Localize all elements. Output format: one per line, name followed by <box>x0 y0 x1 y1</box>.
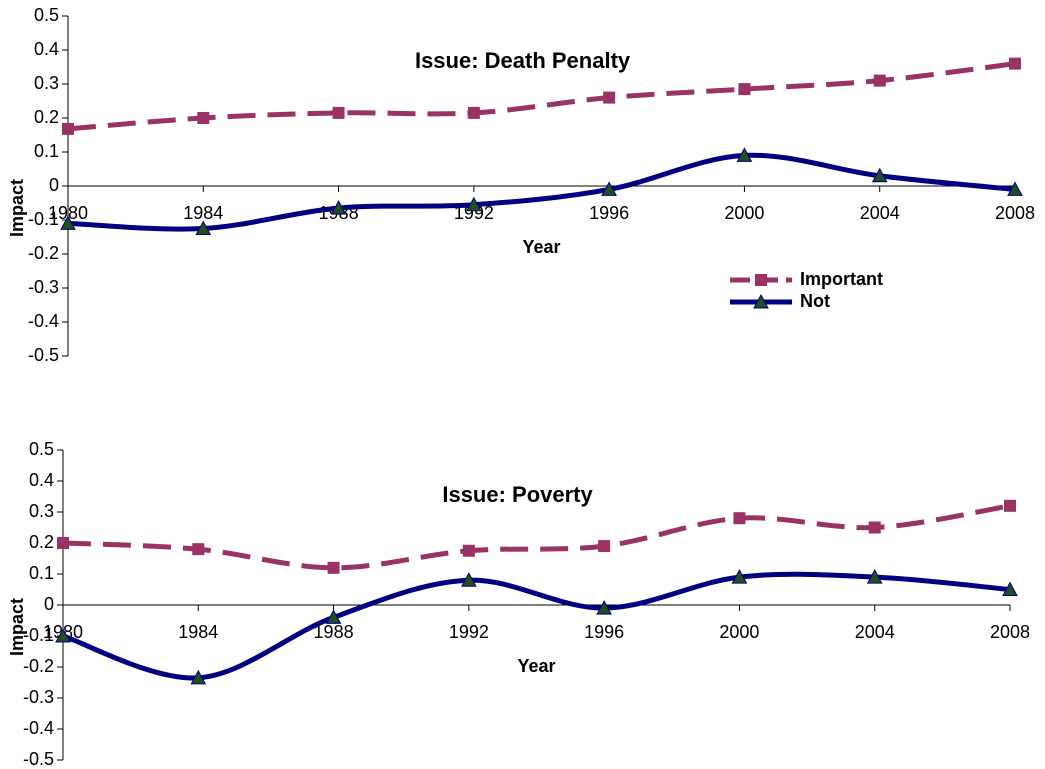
chart: 0.5 0.4 0.3 0.2 0.1 0 -0.1 -0.2 -0.3 -0.4 -0.5 1980… <box>7 5 1035 365</box>
y-tick-label: 0.1 <box>34 141 59 161</box>
y-tick-label: 0.5 <box>34 5 59 25</box>
y-tick-label: -0.5 <box>28 345 59 365</box>
marker <box>195 220 212 235</box>
y-axis-label: Impact <box>7 179 27 237</box>
marker <box>467 106 480 119</box>
y-tick-label: -0.5 <box>23 749 54 769</box>
y-tick-label: -0.3 <box>28 277 59 297</box>
marker <box>871 167 888 183</box>
marker <box>190 669 207 685</box>
x-tick-label: 1980 <box>48 203 88 223</box>
marker <box>736 147 753 162</box>
x-tick-label: 2004 <box>855 622 895 642</box>
y-tick-label: 0.2 <box>34 107 59 127</box>
y-tick-label: -0.4 <box>23 718 54 738</box>
y-tick-label: 0 <box>49 175 59 195</box>
marker <box>466 196 482 212</box>
x-axis-label: Year <box>517 656 555 676</box>
y-tick-label: -0.1 <box>23 625 54 645</box>
marker <box>868 521 881 534</box>
marker <box>330 200 347 215</box>
marker <box>603 91 616 104</box>
marker <box>873 74 886 87</box>
marker <box>55 627 71 643</box>
marker <box>1002 581 1018 596</box>
marker <box>461 572 477 587</box>
y-tick-label: 0.4 <box>34 39 59 59</box>
y-tick-label: 0.3 <box>29 501 54 521</box>
marker <box>327 561 340 574</box>
y-tick-label: 0.3 <box>34 73 59 93</box>
y-tick-label: 0.5 <box>29 439 54 459</box>
series-line <box>62 571 1011 681</box>
x-tick-label: 1984 <box>178 622 218 642</box>
marker <box>753 293 769 309</box>
legend-label: Not <box>800 291 830 311</box>
marker <box>731 569 748 584</box>
x-tick-label: 2004 <box>860 203 900 223</box>
x-tick-label: 1996 <box>584 622 624 642</box>
y-tick-label: 0 <box>44 594 54 614</box>
chart-title: Issue: Death Penalty <box>415 48 631 73</box>
x-axis-label: Year <box>522 237 560 257</box>
x-tick-label: 2008 <box>990 622 1030 642</box>
marker <box>462 544 475 557</box>
y-tick-label: -0.2 <box>23 656 54 676</box>
legend-label: Important <box>800 269 883 289</box>
y-tick-label: 0.2 <box>29 532 54 552</box>
x-tick-label: 2000 <box>719 622 759 642</box>
series-line <box>62 503 1011 571</box>
y-tick-label: -0.2 <box>28 243 59 263</box>
chart-title: Issue: Poverty <box>442 482 593 507</box>
y-tick-label: -0.3 <box>23 687 54 707</box>
marker <box>738 83 751 96</box>
marker <box>197 112 210 124</box>
marker <box>598 540 611 553</box>
x-tick-label: 2000 <box>724 203 764 223</box>
y-tick-label: 0.4 <box>29 470 54 490</box>
x-tick-label: 1992 <box>449 622 489 642</box>
y-tick-label: 0.1 <box>29 563 54 583</box>
x-tick-label: 1996 <box>589 203 629 223</box>
marker <box>332 106 345 119</box>
x-tick-label: 1988 <box>314 622 354 642</box>
marker <box>62 122 74 135</box>
chart: 0.50.40.30.20.10-0.1-0.2-0.3-0.4-0.51980… <box>7 439 1030 769</box>
series-line <box>67 152 1016 232</box>
y-tick-label: -0.1 <box>28 209 59 229</box>
marker <box>866 569 883 584</box>
y-axis-label: Impact <box>7 598 27 656</box>
series-line <box>67 61 1016 132</box>
marker <box>1004 499 1016 512</box>
marker <box>601 181 617 196</box>
marker <box>1009 57 1021 70</box>
marker <box>325 609 342 624</box>
x-tick-label: 2008 <box>995 203 1035 223</box>
marker <box>733 512 746 525</box>
marker <box>57 537 69 549</box>
marker <box>192 543 205 556</box>
x-tick-label: 1984 <box>183 203 223 223</box>
marker <box>1007 181 1023 196</box>
marker <box>755 274 767 286</box>
y-tick-label: -0.4 <box>28 311 59 331</box>
marker <box>596 600 612 615</box>
marker <box>60 215 76 230</box>
